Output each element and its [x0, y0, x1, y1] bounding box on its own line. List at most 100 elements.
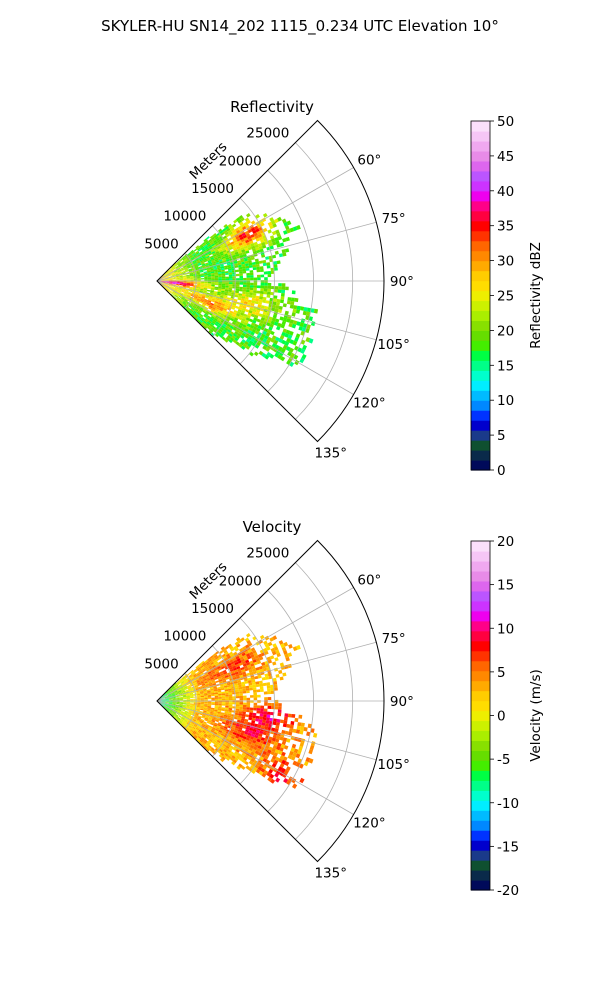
radar-bin	[284, 341, 290, 347]
radar-bin	[173, 710, 177, 714]
radar-bin	[267, 229, 272, 234]
radar-bin	[171, 692, 175, 695]
radar-bin	[202, 257, 207, 260]
radar-bin	[185, 289, 189, 292]
radar-bin	[269, 655, 275, 660]
radar-bin	[279, 747, 284, 752]
radar-bin	[287, 652, 293, 657]
radar-bin	[215, 242, 219, 247]
radar-bin	[266, 294, 271, 298]
radar-bin	[166, 707, 170, 711]
radar-bin	[175, 284, 180, 286]
radar-bin	[205, 675, 210, 679]
radar-bin	[175, 706, 179, 708]
radar-bin	[200, 693, 204, 695]
radar-bin	[266, 714, 271, 718]
radar-bin	[172, 711, 176, 715]
radar-bin	[209, 264, 213, 267]
radar-bin	[169, 690, 173, 693]
radar-bin	[218, 703, 222, 706]
radar-bin	[273, 718, 277, 723]
radar-bin	[196, 726, 200, 730]
radar-bin	[168, 698, 173, 699]
radar-bin	[163, 273, 167, 277]
radar-bin	[214, 698, 219, 701]
radar-bin	[168, 267, 172, 271]
radar-bin	[307, 307, 312, 313]
radar-bin	[208, 726, 212, 730]
radar-bin	[280, 743, 285, 749]
radar-bin	[249, 744, 255, 749]
radar-bin	[177, 710, 181, 713]
radar-bin	[244, 680, 249, 684]
radar-bin	[174, 270, 178, 273]
radar-bin	[233, 319, 238, 324]
radar-bin	[214, 283, 219, 286]
radar-bin	[183, 305, 188, 309]
radar-bin	[196, 271, 200, 274]
radar-bin	[242, 343, 248, 348]
radar-bin	[245, 737, 250, 741]
radar-bin	[233, 659, 238, 664]
radar-bin	[235, 706, 240, 709]
radar-bin	[276, 260, 281, 265]
radar-bin	[200, 706, 204, 708]
radar-bin	[266, 682, 271, 686]
radar-bin	[263, 708, 268, 712]
radar-bin	[186, 307, 190, 311]
radar-bin	[231, 223, 237, 228]
radar-bin	[249, 285, 254, 288]
radar-bin	[251, 322, 256, 327]
radar-bin	[186, 285, 190, 287]
radar-bin	[241, 296, 246, 299]
radar-bin	[277, 742, 282, 748]
radar-bin	[225, 233, 230, 238]
radar-bin	[236, 278, 240, 281]
radar-bin	[179, 695, 183, 697]
radar-bin	[206, 736, 210, 741]
radar-bin	[164, 704, 169, 707]
radar-bin	[271, 650, 277, 656]
radar-bin	[197, 254, 201, 257]
radar-bin	[172, 697, 176, 699]
radar-bin	[225, 285, 229, 288]
radar-bin	[219, 671, 224, 675]
radar-bin	[235, 341, 240, 346]
radar-bin	[191, 251, 196, 255]
radar-bin	[222, 259, 227, 263]
colorbar-tick-label: 10	[497, 621, 514, 637]
radar-bin	[181, 681, 185, 685]
radar-bin	[217, 723, 222, 727]
radar-bin	[218, 277, 222, 279]
radar-bin	[196, 274, 201, 277]
radar-bin	[189, 730, 193, 734]
radar-bin	[243, 221, 248, 226]
radar-bin	[214, 322, 219, 327]
radar-bin	[219, 650, 224, 654]
radar-bin	[182, 705, 187, 707]
radar-bin	[199, 664, 203, 668]
radar-bin	[182, 695, 187, 697]
radar-bin	[272, 223, 277, 228]
radar-bin	[217, 692, 222, 694]
radar-bin	[217, 255, 222, 259]
radar-bin	[216, 246, 221, 250]
radial-tick-label: 15000	[191, 181, 234, 197]
radar-bin	[227, 734, 232, 738]
radar-bin	[174, 691, 178, 693]
radar-bin	[164, 276, 169, 278]
radar-bin	[210, 315, 215, 320]
radar-bin	[172, 283, 176, 285]
radar-bin	[162, 280, 166, 281]
radar-bin	[161, 696, 165, 699]
radar-bin	[187, 678, 192, 682]
radar-bin	[262, 330, 267, 336]
radar-bin	[221, 702, 226, 704]
radar-bin	[204, 319, 208, 323]
radar-bin	[267, 221, 273, 227]
radar-bin	[250, 302, 255, 307]
radar-bin	[273, 261, 278, 265]
radar-bin	[217, 318, 222, 322]
radar-bin	[298, 746, 303, 751]
radar-bin	[242, 305, 247, 309]
